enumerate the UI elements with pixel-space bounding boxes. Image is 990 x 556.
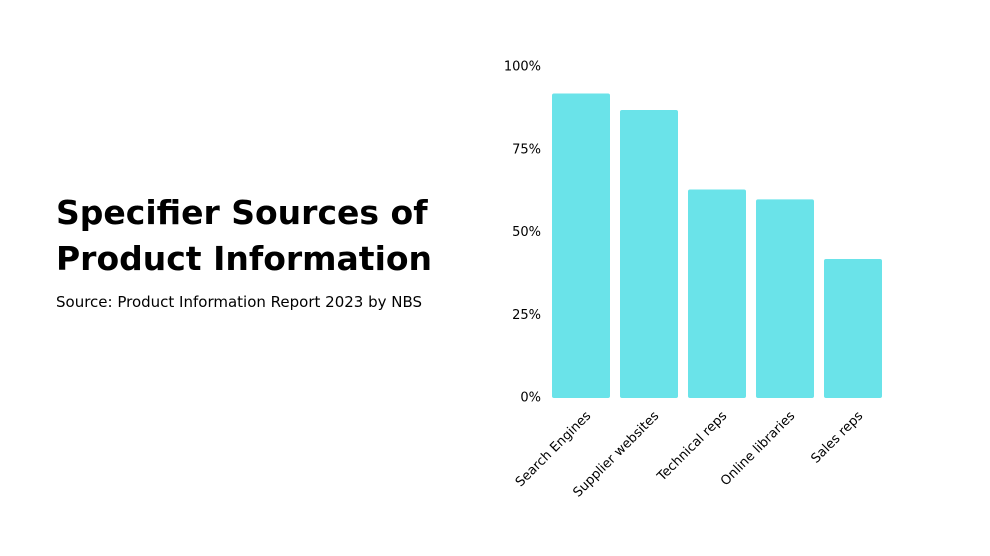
bar [824,258,882,398]
y-tick-label: 0% [520,391,541,406]
chart-title: Specifier Sources of Product Information [56,193,433,278]
bar [552,93,610,398]
x-tick-label: Online libraries [718,409,798,489]
x-tick-label: Technical reps [654,409,730,485]
bar [620,110,678,398]
y-tick-label: 25% [512,308,541,323]
bar [756,199,814,398]
y-tick-label: 75% [512,142,541,157]
y-tick-label: 100% [504,60,541,75]
y-tick-label: 50% [512,225,541,240]
chart-subtitle: Source: Product Information Report 2023 … [56,293,423,311]
x-tick-label: Sales reps [808,409,866,467]
bar [688,189,746,398]
